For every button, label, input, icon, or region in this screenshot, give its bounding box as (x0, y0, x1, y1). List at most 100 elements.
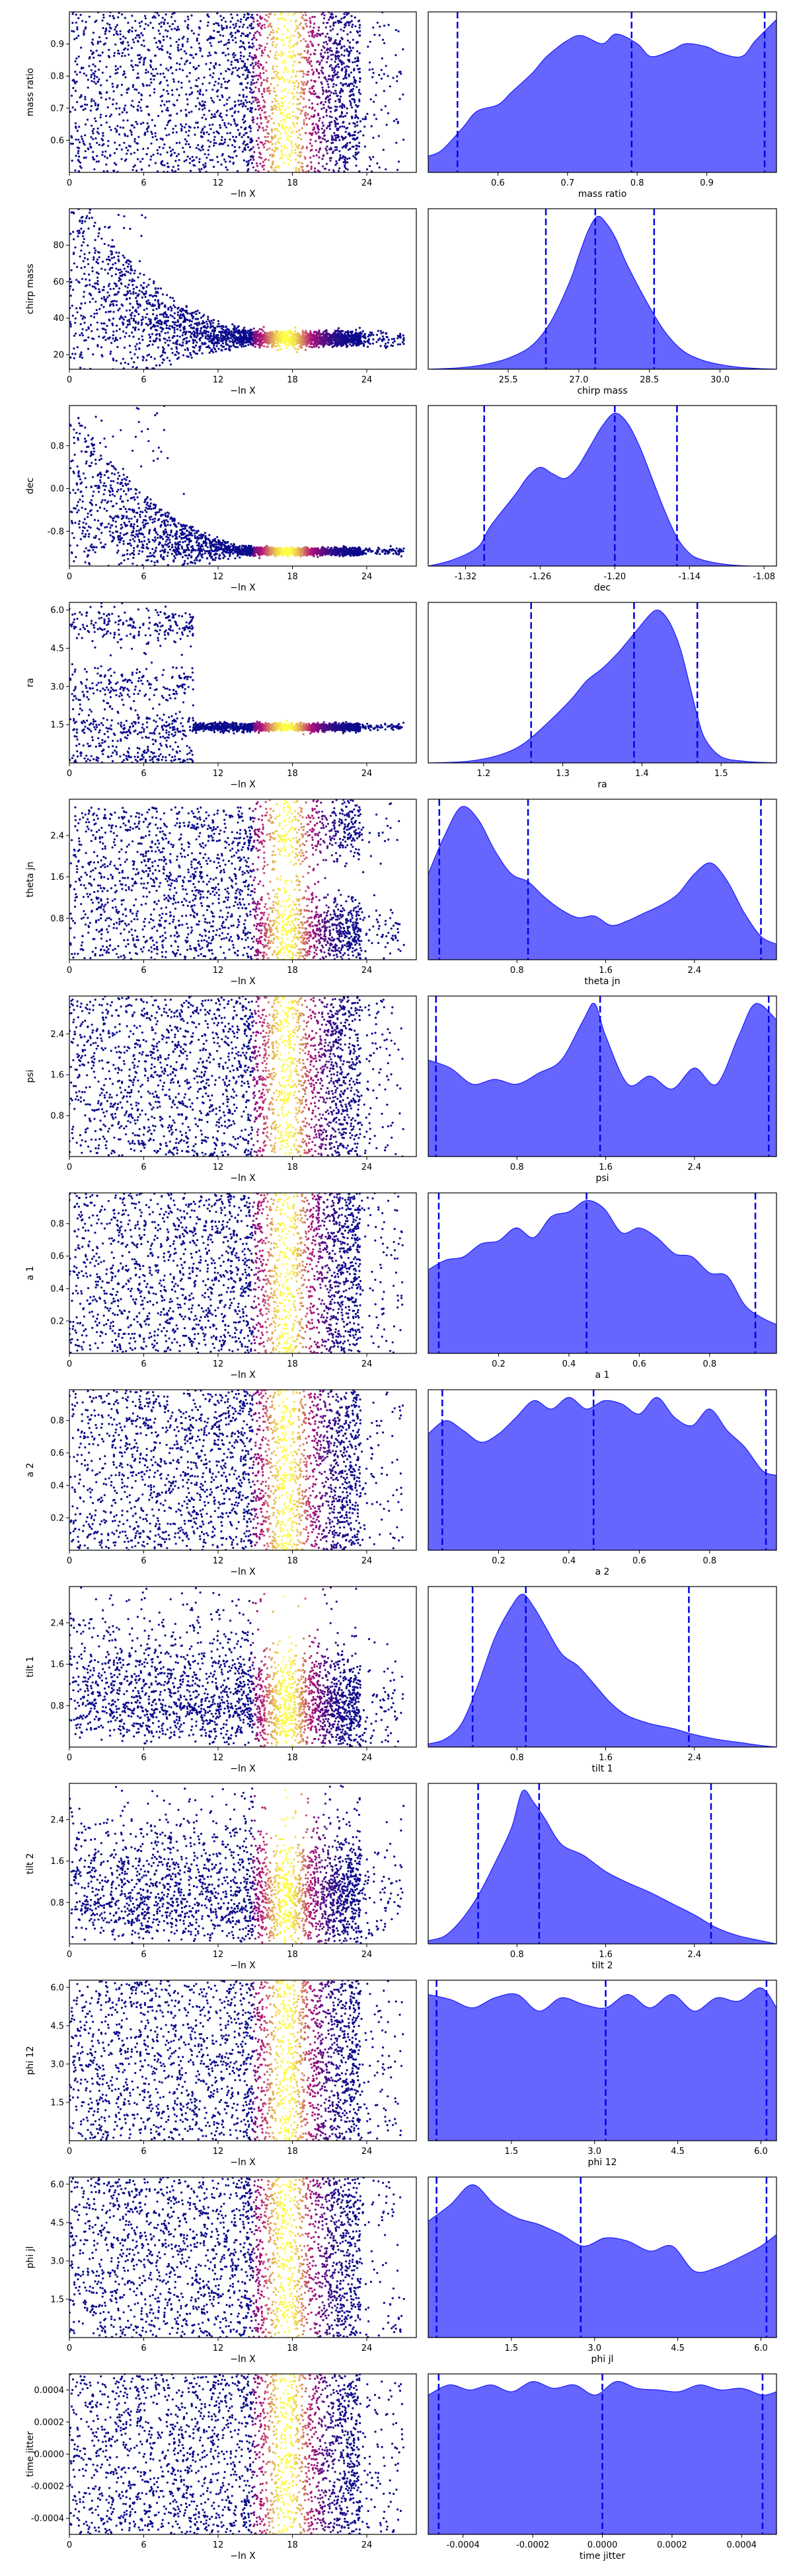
trace-point (313, 80, 316, 83)
trace-point (83, 230, 85, 233)
trace-point (288, 50, 291, 53)
trace-point (161, 110, 163, 113)
trace-point (322, 165, 324, 168)
trace-point (220, 333, 223, 336)
trace-point (277, 27, 280, 30)
trace-point (310, 115, 313, 118)
trace-point (329, 16, 332, 18)
trace-point (222, 143, 225, 145)
trace-point (309, 142, 311, 145)
trace-point (185, 52, 188, 55)
trace-point (324, 147, 327, 150)
trace-point (195, 336, 198, 339)
trace-point (119, 268, 122, 271)
trace-point (153, 282, 155, 285)
trace-point (221, 119, 224, 122)
trace-point (133, 41, 135, 44)
trace-point (141, 316, 144, 318)
trace-point (114, 65, 117, 67)
trace-point (301, 168, 304, 171)
trace-point (303, 19, 306, 22)
trace-point (155, 314, 158, 317)
trace-point (380, 69, 383, 71)
trace-point (303, 81, 306, 84)
trace-point (328, 339, 330, 341)
trace-point (288, 101, 291, 104)
trace-point (389, 85, 391, 88)
trace-point (96, 328, 98, 331)
trace-point (311, 86, 313, 89)
trace-point (239, 83, 242, 85)
trace-point (114, 43, 117, 46)
trace-point (345, 342, 348, 345)
trace-point (356, 343, 359, 347)
trace-point (173, 104, 176, 107)
trace-point (261, 96, 264, 98)
trace-point (83, 238, 85, 240)
trace-point (149, 320, 151, 322)
trace-point (225, 114, 228, 116)
trace-point (355, 158, 358, 161)
trace-point (205, 89, 208, 92)
trace-point (114, 72, 117, 75)
trace-point (252, 57, 255, 59)
trace-point (155, 42, 158, 44)
trace-point (282, 71, 285, 73)
trace-point (207, 318, 209, 320)
trace-point (80, 166, 83, 169)
trace-point (230, 63, 233, 66)
trace-point (246, 108, 249, 110)
trace-point (222, 17, 225, 19)
trace-point (338, 55, 340, 57)
trace-point (338, 100, 341, 103)
trace-point (346, 112, 348, 114)
trace-point (130, 64, 133, 67)
trace-point (273, 150, 276, 153)
trace-point (228, 347, 231, 350)
trace-point (306, 52, 309, 54)
trace-point (293, 60, 295, 63)
trace-point (91, 217, 93, 219)
trace-point (102, 296, 106, 299)
trace-point (344, 167, 347, 170)
trace-point (352, 38, 354, 41)
trace-point (130, 260, 132, 263)
trace-point (253, 96, 256, 99)
trace-point (346, 127, 349, 129)
trace-point (194, 318, 197, 320)
trace-point (314, 167, 317, 170)
trace-point (143, 57, 145, 60)
trace-point (310, 79, 313, 82)
trace-point (257, 137, 260, 139)
trace-point (369, 98, 372, 100)
trace-point (193, 351, 196, 353)
trace-point (120, 270, 123, 273)
trace-point (310, 165, 313, 168)
trace-point (92, 151, 94, 153)
trace-point (164, 127, 167, 130)
trace-point (156, 170, 159, 172)
trace-point (289, 46, 291, 49)
trace-point (272, 31, 275, 34)
trace-point (292, 82, 295, 85)
trace-point (108, 115, 112, 118)
trace-point (344, 164, 346, 166)
trace-point (176, 320, 180, 323)
trace-point (213, 113, 216, 116)
trace-point (126, 41, 130, 44)
trace-point (299, 70, 301, 73)
trace-point (127, 291, 130, 294)
trace-point (307, 73, 309, 76)
trace-point (234, 122, 237, 125)
trace-point (174, 160, 177, 162)
trace-point (173, 151, 176, 155)
trace-point (132, 85, 134, 89)
trace-point (234, 331, 237, 334)
trace-point (153, 75, 156, 77)
trace-point (82, 140, 85, 143)
trace-point (317, 29, 320, 32)
trace-point (96, 42, 99, 45)
trace-point (258, 147, 260, 149)
trace-point (198, 26, 201, 29)
trace-point (295, 343, 297, 345)
